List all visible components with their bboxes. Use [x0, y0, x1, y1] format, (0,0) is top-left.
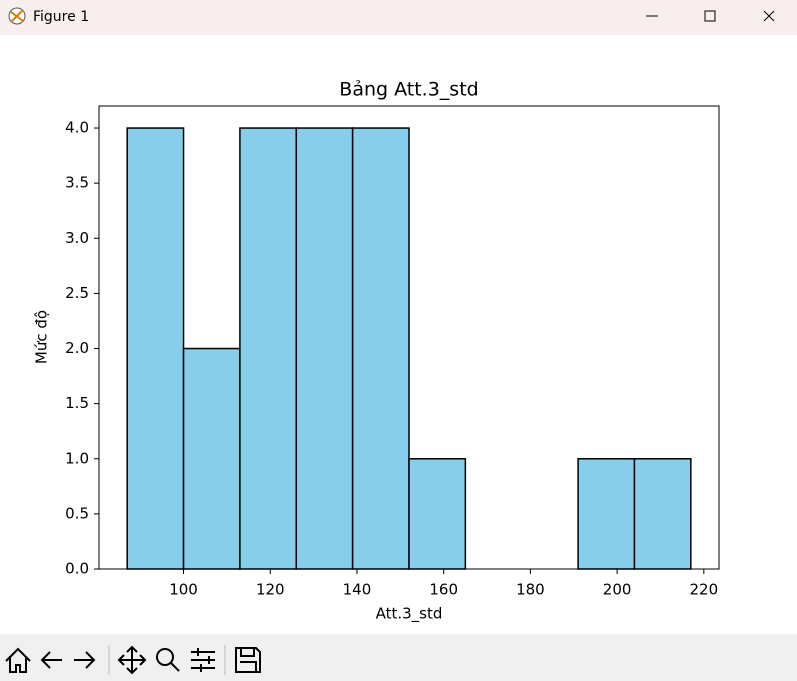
- chart-title: Bảng Att.3_std: [339, 79, 478, 101]
- window-title: Figure 1: [33, 9, 89, 25]
- y-tick-label: 3.5: [65, 174, 89, 192]
- bar: [126, 127, 185, 570]
- configure-button[interactable]: [191, 648, 215, 672]
- app-icon: [8, 7, 26, 25]
- pan-button[interactable]: [117, 645, 147, 675]
- bar: [577, 458, 636, 570]
- y-tick-label: 2.5: [65, 284, 89, 302]
- y-tick-label: 0.5: [65, 504, 89, 522]
- back-button[interactable]: [40, 651, 62, 669]
- x-tick-label: 160: [429, 581, 458, 599]
- close-button[interactable]: [763, 10, 775, 22]
- x-tick-label: 120: [256, 581, 285, 599]
- y-axis-label: Mức độ: [33, 310, 51, 364]
- bar: [182, 347, 241, 570]
- y-tick-label: 4.0: [65, 119, 89, 137]
- toolbar: [0, 634, 797, 681]
- home-button[interactable]: [5, 647, 31, 673]
- y-tick-label: 1.0: [65, 449, 89, 467]
- zoom-button[interactable]: [156, 648, 180, 672]
- y-tick-label: 3.0: [65, 229, 89, 247]
- bar: [351, 127, 410, 570]
- maximize-button[interactable]: [704, 10, 716, 22]
- y-tick-label: 0.0: [65, 560, 89, 578]
- plot-frame: [98, 105, 720, 570]
- bar: [239, 127, 298, 570]
- bar: [633, 458, 692, 570]
- bar: [295, 127, 354, 570]
- title-bar: [0, 0, 797, 35]
- x-tick-label: 180: [516, 581, 545, 599]
- forward-button[interactable]: [74, 651, 96, 669]
- bar: [408, 458, 467, 570]
- x-tick-label: 100: [169, 581, 198, 599]
- y-tick-label: 2.0: [65, 339, 89, 357]
- x-axis-label: Att.3_std: [376, 605, 443, 624]
- x-tick-label: 200: [603, 581, 632, 599]
- x-tick-label: 220: [690, 581, 719, 599]
- save-button[interactable]: [235, 647, 261, 673]
- y-tick-label: 1.5: [65, 394, 89, 412]
- x-tick-label: 140: [343, 581, 372, 599]
